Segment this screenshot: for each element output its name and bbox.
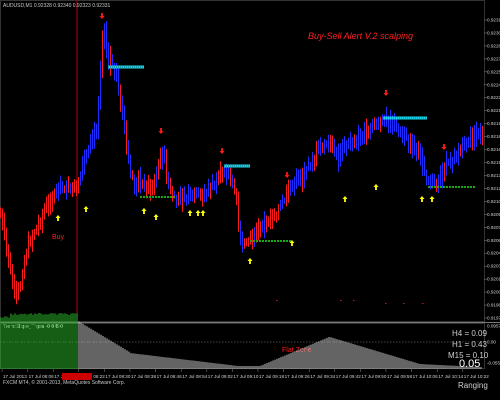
dot-marker [422,303,424,304]
chart-title-label: Buy-Sell Alert V.2 scalping [308,31,413,41]
dotted-markers [276,300,424,304]
price-tick-label: 0.92225 [487,95,500,100]
level-lines [108,65,475,242]
price-tick-label: 0.92015 [487,277,500,282]
up-arrow-icon [195,210,201,216]
stat-state: Ranging [458,381,488,390]
price-tick-label: 0.92105 [487,199,500,204]
time-tick-label: 17 Jul 09:02 [208,374,233,379]
up-arrow-icon [153,214,159,220]
dot-marker [403,303,405,304]
stat-h1: H1 = 0.43 [452,340,487,349]
down-arrow-icon [219,148,225,154]
dot-marker [385,303,387,304]
indicator-tick-label: -0.0559 [487,361,500,366]
up-arrow-icon [373,184,379,190]
time-tick-label: 17 Jul 10:06 [413,374,438,379]
dot-marker [353,300,355,301]
up-arrow-icon [187,210,193,216]
time-tick-label: 17 Jul 09:26 [285,374,310,379]
time-tick-label: 17 Jul 09:50 [361,374,386,379]
price-tick-label: 0.92210 [487,108,500,113]
up-arrow-icon [55,215,61,221]
stat-h4: H4 = 0.09 [452,329,487,338]
price-tick-label: 0.92270 [487,56,500,61]
price-tick-label: 0.92195 [487,121,500,126]
price-tick-label: 0.92030 [487,264,500,269]
up-arrow-icon [247,258,253,264]
up-arrow-icon [419,196,425,202]
price-tick-label: 0.92120 [487,186,500,191]
stat-current-value: 0.05 [459,358,480,370]
down-arrow-icon [284,172,290,178]
up-arrow-icon [289,240,295,246]
indicator-axis: 0.0957 0.00 -0.0559 [487,324,500,366]
price-tick-label: 0.92255 [487,69,500,74]
down-arrow-icon [383,90,389,96]
main-chart-frame [0,0,485,322]
down-arrow-icon [99,13,105,19]
indicator-tick-label: 0.00 [487,340,496,345]
price-tick-label: 0.92315 [487,18,500,23]
down-arrow-icon [158,128,164,134]
signal-arrows [55,13,447,264]
symbol-header: AUDUSD,M1 0.92328 0.92340 0.92323 0.9233… [3,3,111,9]
time-tick-label: 17 Jul 08:22 [80,374,105,379]
up-arrow-icon [342,196,348,202]
time-tick-label: 17 Jul 09:34 [310,374,335,379]
time-tick-label: 17 Jul 08:30 [105,374,130,379]
time-tick-label: 17 Jul 09:18 [259,374,284,379]
price-tick-label: 0.92135 [487,173,500,178]
price-bars [0,21,483,305]
price-tick-label: 0.91985 [487,303,500,308]
indicator-histogram [0,313,482,369]
time-tick-label: 17 Jul 08:38 [131,374,156,379]
time-tick-label: 17 Jul 08:54 [182,374,207,379]
time-tick-label: 17 Jul 09:10 [233,374,258,379]
time-cursor-highlight [62,373,92,380]
time-tick-label: 17 Jul 2013 [3,374,27,379]
time-tick-label: 17 Jul 10:22 [464,374,489,379]
up-arrow-icon [83,206,89,212]
price-tick-label: 0.92300 [487,30,500,35]
price-tick-label: 0.92000 [487,290,500,295]
price-tick-label: 0.91970 [487,316,500,321]
price-tick-label: 0.92045 [487,251,500,256]
stat-m15: M15 = 0.10 [448,351,489,360]
time-tick-label: 17 Jul 08:06 [29,374,54,379]
up-arrow-icon [141,208,147,214]
copyright-text: FXCM MT4, © 2001-2013, MetaQuotes Softwa… [3,379,125,386]
indicator-tick-label: 0.0957 [487,324,500,329]
time-tick-label: 17 Jul 09:58 [387,374,412,379]
time-tick-label: 17 Jul 09:42 [336,374,361,379]
price-tick-label: 0.92075 [487,225,500,230]
buy-label: Buy [52,234,65,241]
up-arrow-icon [200,210,206,216]
price-tick-label: 0.92150 [487,160,500,165]
price-tick-label: 0.92240 [487,82,500,87]
down-arrow-icon [441,144,447,150]
price-tick-label: 0.92060 [487,238,500,243]
price-tick-label: 0.92165 [487,147,500,152]
dot-marker [340,300,342,301]
price-tick-label: 0.92090 [487,212,500,217]
dot-marker [276,300,278,301]
time-tick-label: 17 Jul 10:14 [438,374,463,379]
time-tick-label: 17 Jul 08:46 [157,374,182,379]
price-tick-label: 0.92285 [487,43,500,48]
up-arrow-icon [429,196,435,202]
price-axis: 0.92315 0.92300 0.92285 0.92270 0.92255 0.922… [484,18,500,321]
price-tick-label: 0.92180 [487,134,500,139]
